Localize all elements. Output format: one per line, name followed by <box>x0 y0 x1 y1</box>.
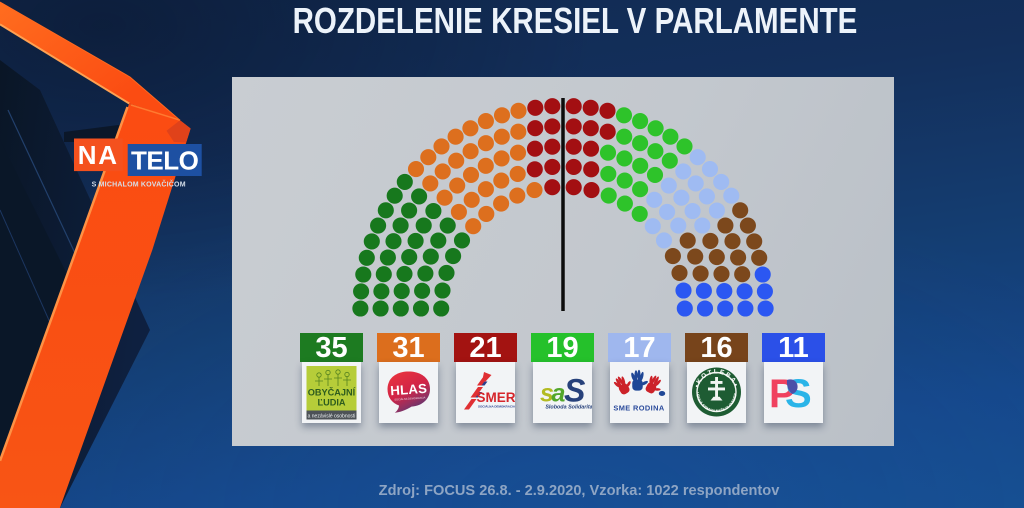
svg-text:TELO: TELO <box>131 146 199 176</box>
svg-text:Sloboda Solidarita: Sloboda Solidarita <box>545 405 592 411</box>
svg-text:ĽUDIA: ĽUDIA <box>317 398 345 408</box>
svg-text:SOCIÁLNA DEMOKRACIA: SOCIÁLNA DEMOKRACIA <box>394 395 426 401</box>
svg-text:a: a <box>552 380 566 408</box>
svg-text:S MICHALOM KOVAČIČOM: S MICHALOM KOVAČIČOM <box>92 180 186 189</box>
svg-text:HLAS: HLAS <box>390 381 428 399</box>
svg-text:SMER: SMER <box>476 390 515 405</box>
svg-text:NA: NA <box>78 140 119 170</box>
svg-text:OBYČAJNÍ: OBYČAJNÍ <box>308 387 356 398</box>
svg-text:a nezávislé osobnosti: a nezávislé osobnosti <box>308 413 356 419</box>
svg-text:s: s <box>540 380 554 408</box>
svg-text:P: P <box>769 372 796 416</box>
svg-text:SME RODINA: SME RODINA <box>613 404 664 413</box>
svg-text:SOCIÁLNA DEMOKRACIA: SOCIÁLNA DEMOKRACIA <box>478 404 515 409</box>
svg-text:S: S <box>564 373 586 409</box>
svg-text:S: S <box>785 372 812 416</box>
